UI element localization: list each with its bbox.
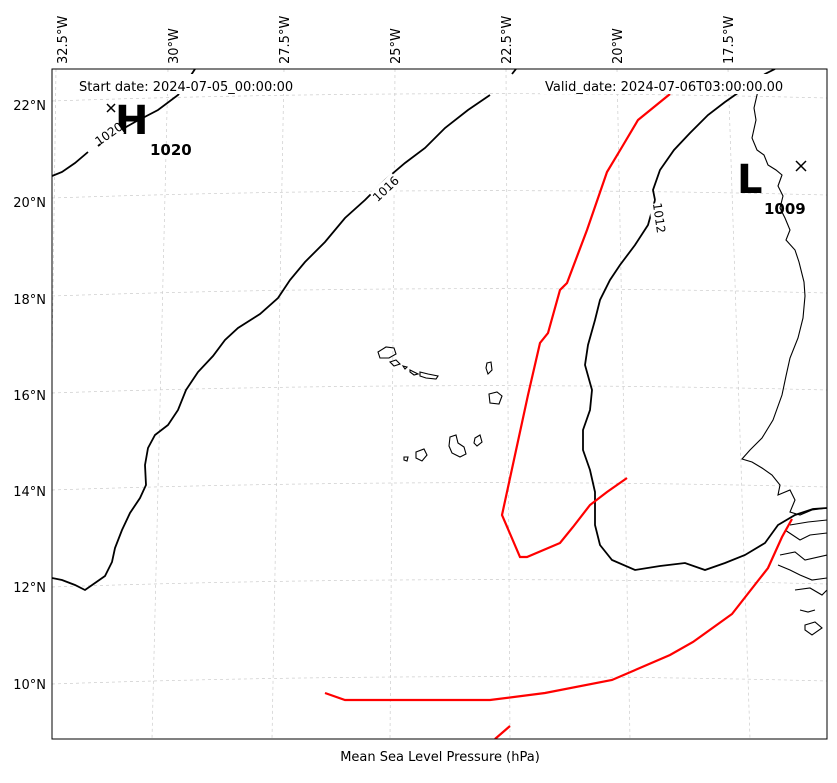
island-sal: [485, 361, 493, 376]
lat-tick-label: 16°N: [13, 389, 46, 404]
high-letter: H: [115, 98, 148, 144]
contour-labels: 1020 1016 1012: [92, 120, 670, 234]
meridian-22-5w: [505, 69, 511, 739]
island-maio: [473, 434, 483, 447]
lon-tick-label: 32.5°W: [56, 16, 71, 64]
graticule: [52, 69, 827, 739]
island-boa-vista: [488, 391, 503, 405]
meridian-27-5w: [271, 69, 285, 739]
valid-date-label: Valid_date: 2024-07-06T03:00:00.00: [545, 80, 783, 95]
map-frame: [51, 68, 828, 740]
trough-lines: [324, 93, 793, 739]
contour-label-1012: 1012: [650, 202, 668, 234]
lon-tick-label: 17.5°W: [722, 16, 737, 64]
lon-tick-label: 30°W: [167, 28, 182, 64]
parallel-10n: [52, 676, 827, 685]
parallel-20n: [52, 190, 827, 199]
parallel-12n: [52, 579, 827, 588]
isobar-1016-north: [52, 151, 89, 177]
meridian-25w: [389, 69, 396, 739]
coastlines: [377, 81, 827, 636]
high-pressure-center: H 1020: [106, 98, 192, 159]
meridian-20w: [616, 69, 631, 739]
island-santa-luzia: [401, 365, 409, 370]
lon-tick-label: 20°W: [611, 28, 626, 64]
island-sao-nicolau-east: [419, 371, 439, 380]
longitude-ticks: 32.5°W 30°W 27.5°W 25°W 22.5°W 20°W 17.5…: [56, 16, 737, 64]
lat-tick-label: 10°N: [13, 678, 46, 693]
low-letter: L: [737, 157, 763, 203]
isobar-1016-east: [511, 69, 517, 75]
lat-tick-label: 18°N: [13, 293, 46, 308]
parallel-14n: [52, 482, 827, 491]
island-sao-vicente: [388, 359, 402, 367]
latitude-ticks: 22°N 20°N 18°N 16°N 14°N 12°N 10°N: [13, 99, 46, 693]
lat-tick-label: 12°N: [13, 581, 46, 596]
isobar-1012: [582, 199, 827, 571]
island-sao-nicolau: [409, 369, 420, 376]
island-santo-antao: [377, 346, 397, 359]
parallel-16n: [52, 385, 827, 394]
lat-tick-label: 14°N: [13, 485, 46, 500]
isobar-1016: [52, 94, 491, 592]
trough-line-north: [500, 93, 671, 559]
island-brava: [403, 456, 409, 462]
high-center-marker-icon: [106, 103, 116, 113]
low-pressure-center: L 1009: [737, 157, 807, 218]
meridian-17-5w: [727, 69, 751, 739]
high-value: 1020: [150, 141, 192, 159]
parallel-18n: [52, 288, 827, 297]
island-fogo: [415, 448, 428, 462]
map-caption: Mean Sea Level Pressure (hPa): [340, 750, 540, 765]
parallel-22n: [52, 93, 827, 102]
low-center-marker-icon: [795, 160, 807, 172]
coastline-west-africa: [741, 81, 827, 516]
coastline-west-africa-south: [777, 519, 827, 636]
trough-line-southwest: [494, 725, 511, 739]
meridian-30w: [151, 69, 169, 739]
lat-tick-label: 22°N: [13, 99, 46, 114]
start-date-label: Start date: 2024-07-05_00:00:00: [79, 80, 293, 95]
lon-tick-label: 25°W: [389, 28, 404, 64]
island-santiago: [448, 434, 467, 458]
low-value: 1009: [764, 200, 806, 218]
lat-tick-label: 20°N: [13, 196, 46, 211]
trough-line-south: [324, 518, 793, 702]
lon-tick-label: 22.5°W: [500, 16, 515, 64]
lon-tick-label: 27.5°W: [278, 16, 293, 64]
